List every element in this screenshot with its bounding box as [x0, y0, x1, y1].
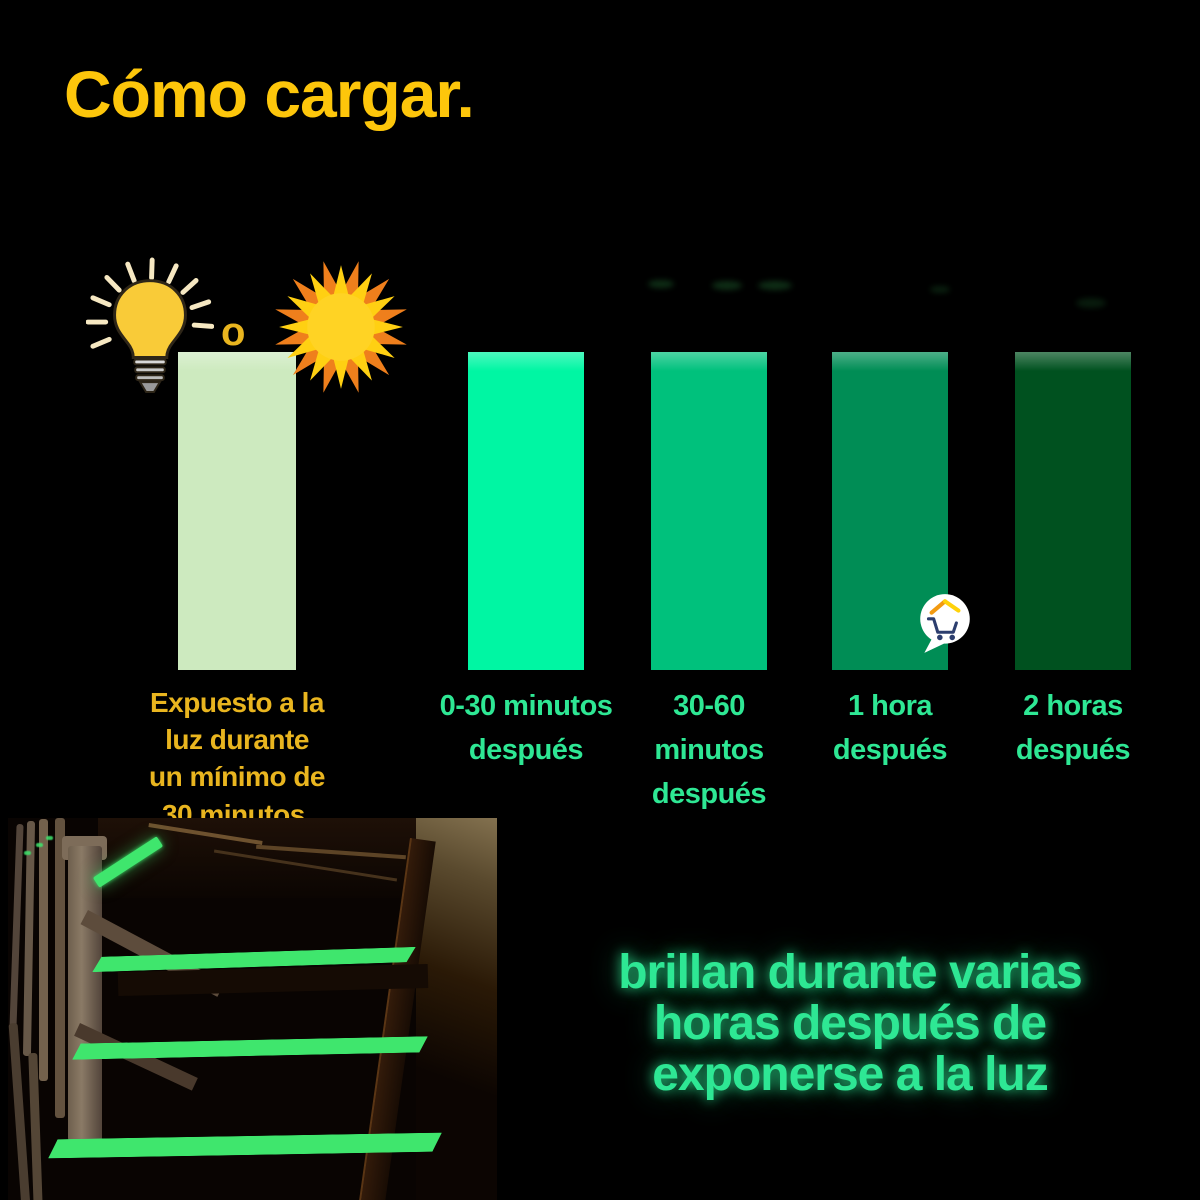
connector-text: o	[221, 310, 246, 354]
glow-bar-0-30	[468, 352, 584, 670]
stairs-glow-photo	[8, 818, 497, 1200]
photo-baluster	[39, 819, 48, 1081]
ghost-smudge	[648, 280, 674, 288]
bar-column-30-60: 30-60 minutos después	[599, 352, 819, 816]
glow-dot	[24, 851, 31, 855]
photo-baluster	[9, 823, 24, 1030]
ghost-smudge	[758, 281, 792, 290]
glow-bar-exposed	[178, 352, 296, 670]
photo-baluster	[22, 820, 36, 1057]
ghost-smudge	[1076, 298, 1106, 308]
ghost-smudge	[930, 286, 950, 293]
glow-dot	[36, 843, 43, 847]
bar-caption: 30-60 minutos después	[651, 690, 767, 811]
page-title: Cómo cargar.	[64, 57, 475, 131]
photo-baluster	[55, 818, 65, 1118]
sun-icon	[275, 261, 407, 393]
marketplace-cart-icon	[920, 594, 970, 653]
photo-newel-post	[68, 846, 102, 1141]
bar-caption: 0-30 minutos después	[439, 690, 613, 767]
bar-caption: 1 hora después	[832, 690, 948, 767]
glow-dot	[46, 836, 53, 840]
glow-bar-30-60	[651, 352, 767, 670]
ghost-smudge	[712, 281, 742, 290]
bar-caption: Expuesto a la luz durante un mínimo de 3…	[149, 687, 326, 830]
glow-strip	[72, 1036, 428, 1059]
bar-column-2h: 2 horas después	[963, 352, 1183, 772]
bar-caption: 2 horas después	[1015, 690, 1131, 767]
footer-glow-text: brillan durante varias horas después de …	[618, 946, 1083, 1101]
glow-bar-2h	[1015, 352, 1131, 670]
lightbulb-icon	[86, 257, 214, 393]
bar-column-exposed: Expuesto a la luz durante un mínimo de 3…	[127, 352, 347, 833]
bar-column-0-30: 0-30 minutos después	[416, 352, 636, 772]
